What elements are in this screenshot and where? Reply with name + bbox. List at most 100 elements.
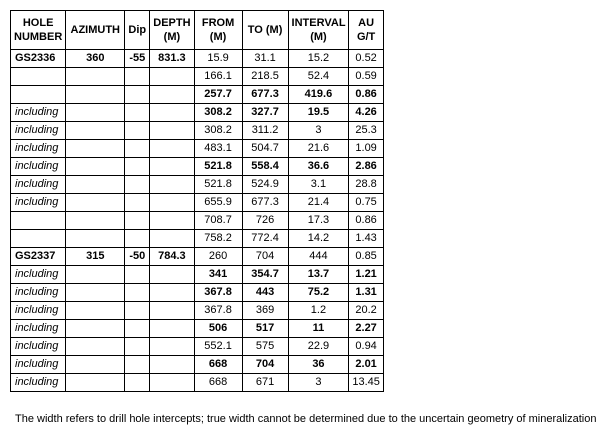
empty-cell (149, 373, 195, 392)
empty-cell (149, 283, 195, 302)
table-cell: 260 (193, 247, 243, 266)
column-header: FROM (M) (193, 10, 243, 50)
table-cell: 772.4 (241, 229, 289, 248)
empty-cell (124, 301, 151, 320)
table-cell: 218.5 (241, 67, 289, 86)
column-header: DEPTH (M) (149, 10, 195, 50)
column-header: TO (M) (241, 10, 289, 50)
table-cell: -50 (124, 247, 151, 266)
empty-cell (65, 229, 126, 248)
table-cell: 75.2 (287, 283, 350, 302)
table-cell: 668 (193, 355, 243, 374)
empty-cell (65, 85, 126, 104)
table-cell: 13.7 (287, 265, 350, 284)
empty-cell (65, 283, 126, 302)
table-cell: 483.1 (193, 139, 243, 158)
table-cell: 668 (193, 373, 243, 392)
table-row: including 552.1 575 22.9 0.94 (9, 337, 384, 356)
table-cell: 11 (287, 319, 350, 338)
empty-cell (9, 229, 67, 248)
table-cell: 308.2 (193, 121, 243, 140)
empty-cell (124, 175, 151, 194)
table-cell: 552.1 (193, 337, 243, 356)
table-cell: 558.4 (241, 157, 289, 176)
table-cell: 25.3 (348, 121, 384, 140)
table-cell: 367.8 (193, 301, 243, 320)
table-cell: 2.27 (348, 319, 384, 338)
table-cell: 36 (287, 355, 350, 374)
header-row: HOLE NUMBER AZIMUTH Dip DEPTH (M) FROM (M) TO… (9, 10, 384, 50)
table-cell: 671 (241, 373, 289, 392)
column-header: INTERVAL (M) (287, 10, 350, 50)
table-row: including 308.2 327.7 19.5 4.26 (9, 103, 384, 122)
table-row: including 655.9 677.3 21.4 0.75 (9, 193, 384, 212)
table-row: including 483.1 504.7 21.6 1.09 (9, 139, 384, 158)
table-row: including 668 671 3 13.45 (9, 373, 384, 392)
empty-cell (9, 211, 67, 230)
empty-cell (124, 211, 151, 230)
table-cell: including (9, 157, 67, 176)
table-cell: 0.85 (348, 247, 384, 266)
empty-cell (149, 67, 195, 86)
empty-cell (124, 139, 151, 158)
table-cell: including (9, 337, 67, 356)
empty-cell (65, 157, 126, 176)
empty-cell (9, 85, 67, 104)
table-row: including 521.8 558.4 36.6 2.86 (9, 157, 384, 176)
table-cell: 4.26 (348, 103, 384, 122)
table-cell: 1.21 (348, 265, 384, 284)
table-cell: 14.2 (287, 229, 350, 248)
table-cell: 419.6 (287, 85, 350, 104)
table-cell: including (9, 175, 67, 194)
table-cell: 13.45 (348, 373, 384, 392)
empty-cell (124, 337, 151, 356)
table-cell: 2.86 (348, 157, 384, 176)
table-cell: including (9, 283, 67, 302)
empty-cell (65, 373, 126, 392)
table-row: including 367.8 443 75.2 1.31 (9, 283, 384, 302)
table-row: including 341 354.7 13.7 1.21 (9, 265, 384, 284)
table-cell: 0.86 (348, 85, 384, 104)
empty-cell (149, 103, 195, 122)
table-cell: 1.43 (348, 229, 384, 248)
table-row: including 668 704 36 2.01 (9, 355, 384, 374)
table-cell: 360 (65, 49, 126, 68)
table-cell: 15.9 (193, 49, 243, 68)
table-cell: GS2337 (9, 247, 67, 266)
table-row: including 308.2 311.2 3 25.3 (9, 121, 384, 140)
table-cell: 831.3 (149, 49, 195, 68)
empty-cell (149, 211, 195, 230)
empty-cell (149, 337, 195, 356)
table-cell: 19.5 (287, 103, 350, 122)
column-header: AU G/T (348, 10, 384, 50)
empty-cell (124, 193, 151, 212)
table-cell: 341 (193, 265, 243, 284)
table-cell: including (9, 373, 67, 392)
table-cell: 354.7 (241, 265, 289, 284)
empty-cell (65, 211, 126, 230)
empty-cell (124, 157, 151, 176)
table-cell: 20.2 (348, 301, 384, 320)
table-row: including 506 517 11 2.27 (9, 319, 384, 338)
table-cell: 15.2 (287, 49, 350, 68)
table-cell: 1.2 (287, 301, 350, 320)
empty-cell (149, 85, 195, 104)
column-header: HOLE NUMBER (9, 10, 67, 50)
table-cell: 308.2 (193, 103, 243, 122)
table-cell: 758.2 (193, 229, 243, 248)
results-table: HOLE NUMBER AZIMUTH Dip DEPTH (M) FROM (M) TO… (9, 10, 384, 392)
table-cell: 0.86 (348, 211, 384, 230)
empty-cell (65, 301, 126, 320)
empty-cell (124, 283, 151, 302)
table-cell: including (9, 139, 67, 158)
table-cell: 521.8 (193, 157, 243, 176)
table-cell: 521.8 (193, 175, 243, 194)
empty-cell (65, 319, 126, 338)
table-cell: 524.9 (241, 175, 289, 194)
table-cell: 3.1 (287, 175, 350, 194)
empty-cell (149, 265, 195, 284)
table-cell: 166.1 (193, 67, 243, 86)
empty-cell (65, 67, 126, 86)
empty-cell (124, 103, 151, 122)
